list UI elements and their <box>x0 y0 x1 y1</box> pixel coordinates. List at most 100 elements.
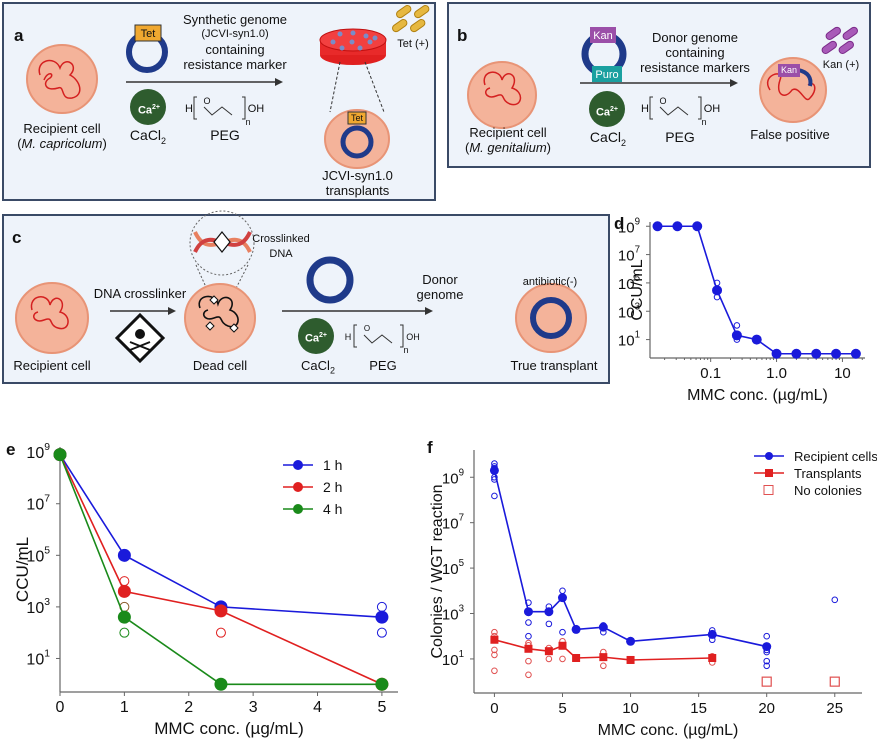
donor-line-1: Donor genome <box>652 30 738 45</box>
cacl2-subscript: 2 <box>621 137 627 148</box>
x-tick-label: 0.1 <box>700 365 721 382</box>
crosslinked-dna-icon <box>193 231 252 253</box>
data-point <box>761 676 772 687</box>
legend-label: 1 h <box>323 457 342 473</box>
x-tick-label: 1 <box>120 699 129 716</box>
peg-structure-icon <box>193 96 246 120</box>
dead-cell-label: Dead cell <box>192 358 248 373</box>
synthetic-genome-plasmid-icon <box>126 24 168 73</box>
genome-line-2: (JCVI-syn1.0) <box>201 28 269 40</box>
x-axis-label: MMC conc. (µg/mL) <box>154 719 304 738</box>
kan-antibiotic-pill-icon <box>821 26 858 54</box>
zoom-dashed-line <box>329 61 341 113</box>
data-point <box>707 629 717 639</box>
peg-o: O <box>363 324 371 333</box>
x-axis-label: MMC conc. (µg/mL) <box>687 387 828 404</box>
y-tick-label: 103 <box>442 604 464 624</box>
replicate-point <box>600 662 607 670</box>
replicate-point <box>491 646 498 654</box>
replicate-point <box>491 651 498 659</box>
y-tick-exponent: 5 <box>459 558 465 569</box>
data-point <box>53 448 67 462</box>
reaction-arrow <box>580 79 738 87</box>
replicate-point <box>763 657 771 665</box>
data-point <box>598 622 608 632</box>
replicate-point <box>491 667 498 675</box>
recipient-cell-icon <box>26 44 98 114</box>
replicate-point <box>733 322 741 329</box>
legend-marker <box>765 469 773 477</box>
genome-line-4: resistance marker <box>183 57 287 72</box>
cacl2-label: CaCl2 <box>290 358 346 379</box>
x-tick-label: 1.0 <box>766 365 787 382</box>
legend-label: Recipient cells <box>794 449 877 464</box>
peg-n: n <box>701 117 707 127</box>
x-tick-label: 15 <box>690 700 707 717</box>
antibiotic-negative-label: antibiotic(-) <box>522 276 578 288</box>
replicate-point <box>559 587 566 595</box>
replicate-point <box>215 627 226 638</box>
crosslinker-arrow <box>110 307 176 315</box>
x-tick-label: 20 <box>758 700 775 717</box>
x-tick-label: 25 <box>826 700 843 717</box>
data-point <box>771 348 782 359</box>
data-point <box>829 676 840 687</box>
panel-a-graphics <box>26 5 430 169</box>
donor-line-2: genome <box>416 287 464 302</box>
data-point <box>544 607 554 617</box>
x-tick-label: 0 <box>490 700 498 717</box>
y-tick-exponent: 1 <box>635 330 640 341</box>
x-axis-label: MMC conc. (µg/mL) <box>598 722 739 739</box>
data-point <box>117 584 131 598</box>
data-point <box>558 641 567 650</box>
y-tick-exponent: 5 <box>44 545 50 556</box>
donor-line-3: resistance markers <box>640 60 750 75</box>
y-tick-exponent: 9 <box>44 442 50 453</box>
data-point <box>557 593 567 603</box>
recipient-text: Recipient cell <box>23 121 101 136</box>
donor-genome-label: Donor genome <box>400 272 480 302</box>
x-tick-label: 2 <box>184 699 193 716</box>
series-line-1-h <box>59 454 382 618</box>
x-tick-label: 4 <box>313 699 322 716</box>
dead-cell-icon <box>184 283 256 353</box>
donor-genome-description: Donor genome containing resistance marke… <box>630 30 760 75</box>
y-tick-label: 109 <box>442 467 464 487</box>
legend-marker <box>763 485 774 495</box>
ion-symbol: Ca <box>137 104 153 117</box>
ion-symbol: Ca <box>595 106 611 119</box>
replicate-point <box>525 657 532 665</box>
donor-genome-plasmid-icon <box>581 27 627 82</box>
false-positive-label: False positive <box>750 127 830 142</box>
kan-antibiotic-label: Kan (+) <box>822 59 860 71</box>
donor-line-2: containing <box>665 45 725 60</box>
panel-e-label: e <box>6 440 16 459</box>
data-point <box>544 647 553 656</box>
dna-crosslinker-label: DNA crosslinker <box>93 286 187 301</box>
recipient-species: (M. genitalium) <box>465 140 551 155</box>
genome-description: Synthetic genome (JCVI-syn1.0) containin… <box>170 12 300 72</box>
peg-n: n <box>245 117 251 127</box>
donor-genome-icon <box>306 256 354 304</box>
y-tick-exponent: 5 <box>635 273 641 284</box>
data-point <box>117 548 131 562</box>
tet-antibiotic-label: Tet (+) <box>397 38 429 50</box>
species-name: M. capricolum <box>21 136 103 151</box>
data-point <box>117 610 131 624</box>
peg-oh: OH <box>703 103 721 115</box>
ion-symbol: Ca <box>304 332 320 345</box>
peg-oh: OH <box>247 103 265 115</box>
y-tick-exponent: 9 <box>635 216 640 227</box>
kan-marker-label: Kan <box>593 30 613 42</box>
panel-c-label: c <box>12 228 22 247</box>
data-point <box>626 655 635 664</box>
cacl2-subscript: 2 <box>329 365 335 376</box>
tet-marker-label: Tet <box>140 28 156 40</box>
recipient-cell-label: Recipient cell (M. capricolum) <box>2 121 122 151</box>
data-point <box>692 221 703 232</box>
y-tick-exponent: 3 <box>635 301 640 312</box>
y-tick-exponent: 3 <box>44 597 50 608</box>
y-tick-exponent: 7 <box>459 513 464 524</box>
x-tick-label: 5 <box>377 699 386 716</box>
panel-b-graphics <box>467 26 858 129</box>
